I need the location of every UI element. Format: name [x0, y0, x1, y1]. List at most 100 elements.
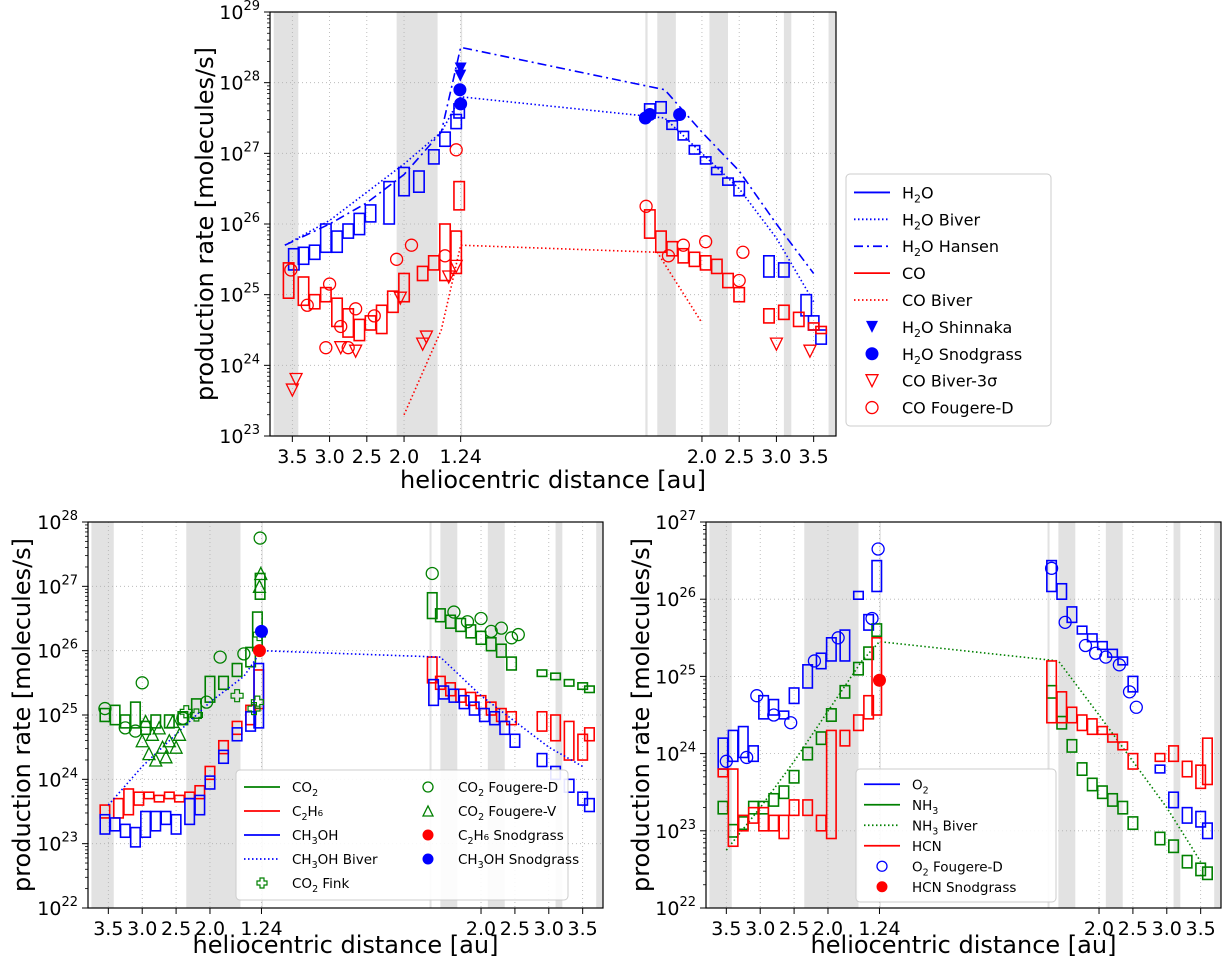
data-point — [284, 263, 298, 277]
data-box — [677, 130, 690, 141]
data-point — [1099, 650, 1113, 664]
data-box — [583, 797, 595, 813]
data-box — [204, 775, 216, 790]
series-ch3oh — [99, 662, 595, 848]
data-point — [252, 578, 267, 593]
data-box — [1076, 762, 1088, 777]
y-tick-label: 1026 — [219, 211, 260, 236]
data-box — [852, 590, 865, 600]
legend-item: CO2 — [244, 780, 318, 799]
legend-item: H2O Biver — [854, 210, 980, 232]
data-point — [148, 752, 163, 767]
data-box — [143, 791, 155, 800]
data-point — [511, 627, 525, 642]
data-point — [333, 341, 348, 356]
data-box — [710, 166, 723, 176]
data-point — [319, 341, 333, 355]
y-axis-label: production rate [molecules/s] — [627, 538, 655, 892]
data-box — [308, 293, 321, 310]
data-point — [128, 724, 143, 738]
x-tick-label: 3.5 — [568, 918, 598, 940]
data-point — [367, 309, 381, 323]
data-box — [495, 643, 507, 658]
legend-marker — [865, 347, 879, 361]
data-point — [158, 749, 173, 764]
data-box — [852, 661, 865, 676]
data-box — [319, 286, 332, 303]
data-point — [98, 701, 112, 716]
shaded-band — [804, 522, 859, 908]
data-point — [254, 624, 268, 638]
data-line — [403, 244, 703, 416]
data-box — [1076, 714, 1088, 732]
data-box — [688, 251, 701, 268]
data-box — [583, 685, 595, 694]
data-point — [334, 319, 348, 334]
data-box — [758, 694, 770, 720]
legend-marker — [876, 860, 888, 872]
data-box — [1127, 816, 1139, 831]
data-point — [736, 245, 750, 259]
data-box — [297, 276, 310, 307]
data-point — [169, 739, 184, 754]
legend-item: NH3 Biver — [864, 818, 978, 837]
x-tick-label: 2.0 — [389, 446, 419, 468]
x-tick-label: 2.0 — [195, 918, 225, 940]
x-axis-label: heliocentric distance [au] — [811, 931, 1117, 959]
data-point — [118, 721, 132, 735]
data-box — [438, 223, 452, 282]
data-box — [353, 318, 366, 342]
data-point — [237, 647, 251, 661]
data-box — [160, 810, 172, 826]
legend-marker — [876, 881, 888, 893]
data-box — [550, 672, 562, 681]
data-box — [375, 304, 388, 335]
x-tick-label: 3.0 — [745, 918, 775, 940]
data-point — [176, 711, 190, 725]
legend-label: H2O Snodgrass — [902, 345, 1022, 367]
data-point — [393, 291, 408, 306]
legend-label: NH3 — [912, 798, 938, 817]
data-box — [839, 684, 851, 699]
data-box — [1201, 866, 1213, 881]
data-box — [204, 765, 216, 781]
data-line — [725, 640, 1202, 863]
x-tick-label: 1.24 — [240, 918, 282, 940]
data-point — [454, 69, 467, 82]
data-point — [865, 611, 879, 626]
data-point — [441, 270, 456, 285]
legend-item: CO — [854, 264, 926, 283]
data-box — [217, 675, 230, 691]
data-box — [1117, 741, 1129, 751]
data-box — [768, 814, 780, 832]
legend-item: H2O Snodgrass — [865, 345, 1022, 367]
legend-label: H2O — [902, 183, 934, 205]
series-h2o-shinnaka — [454, 62, 467, 82]
legend-label: H2O Biver — [902, 210, 980, 232]
series-h2o — [287, 100, 828, 345]
data-point — [767, 708, 781, 722]
series-h2o-biver — [284, 95, 815, 303]
data-point — [199, 695, 214, 709]
legend-label: HCN Snodgrass — [912, 880, 1016, 896]
data-box — [489, 710, 501, 726]
data-box — [112, 797, 125, 819]
data-box — [342, 223, 355, 239]
data-line — [284, 46, 815, 274]
legend-item: CO Biver-3σ — [864, 372, 997, 391]
data-point — [1078, 638, 1093, 653]
data-point — [1122, 685, 1137, 699]
data-box — [99, 804, 111, 819]
data-point — [138, 713, 153, 729]
x-tick-label: 2.5 — [500, 918, 530, 940]
data-point — [449, 259, 464, 274]
data-box — [792, 311, 805, 328]
data-box — [643, 209, 656, 239]
data-box — [800, 293, 813, 317]
data-box — [727, 768, 739, 848]
data-point — [639, 199, 653, 213]
x-tick-label: 3.0 — [761, 446, 791, 468]
data-box — [699, 255, 712, 271]
